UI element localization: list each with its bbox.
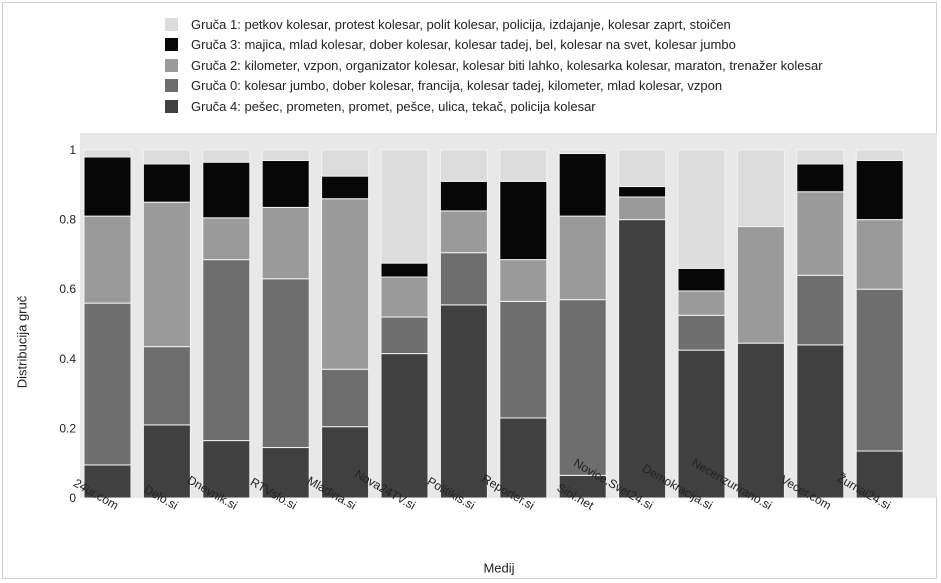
y-tick-label: 0.2 xyxy=(59,421,76,435)
bar-segment xyxy=(83,156,132,217)
legend-item: Gruča 3: majica, mlad kolesar, dober kol… xyxy=(165,35,823,56)
bar-segment xyxy=(677,290,726,316)
bar-segment xyxy=(677,314,726,351)
bar-segment xyxy=(261,206,310,280)
legend-item: Gruča 1: petkov kolesar, protest kolesar… xyxy=(165,14,823,35)
y-tick-label: 0.8 xyxy=(59,213,76,227)
y-tick-label: 0.6 xyxy=(59,282,76,296)
bar-segment xyxy=(202,259,251,442)
legend: Gruča 1: petkov kolesar, protest kolesar… xyxy=(165,14,823,117)
legend-swatch xyxy=(165,79,178,93)
legend-label: Gruča 3: majica, mlad kolesar, dober kol… xyxy=(191,37,736,53)
bar-segment xyxy=(202,149,251,163)
bar-segment xyxy=(380,149,429,264)
legend-label: Gruča 4: pešec, prometen, promet, pešce,… xyxy=(191,98,596,114)
bar-segment xyxy=(321,426,370,499)
x-axis-label: Medij xyxy=(483,560,515,576)
y-tick-label: 0.4 xyxy=(59,352,76,366)
legend-label: Gruča 2: kilometer, vzpon, organizator k… xyxy=(191,57,823,73)
bar-segment xyxy=(796,344,845,499)
legend-swatch xyxy=(165,58,178,72)
bar-segment xyxy=(321,368,370,428)
bar-segment xyxy=(499,259,548,302)
bar-segment xyxy=(855,219,904,290)
legend-swatch xyxy=(165,99,178,113)
legend-item: Gruča 4: pešec, prometen, promet, pešce,… xyxy=(165,96,823,117)
bar-segment xyxy=(796,191,845,276)
legend-item: Gruča 2: kilometer, vzpon, organizator k… xyxy=(165,55,823,76)
bar-segment xyxy=(677,149,726,269)
bar-segment xyxy=(618,186,667,198)
bar-segment xyxy=(558,149,607,154)
bar-segment xyxy=(618,196,667,221)
bar-segment xyxy=(142,163,191,203)
bar-segment xyxy=(142,149,191,165)
bar-segment xyxy=(618,219,667,499)
bar-segment xyxy=(380,262,429,278)
bar-segment xyxy=(202,217,251,261)
bar-segment xyxy=(380,316,429,355)
bar-segment xyxy=(796,163,845,193)
bar-segment xyxy=(439,210,488,254)
bar-segment xyxy=(261,278,310,449)
bar-segment xyxy=(736,342,785,499)
y-axis-label: Distribucija gruč xyxy=(14,295,30,389)
bar-segment xyxy=(261,159,310,208)
bar-segment xyxy=(796,149,845,165)
bar-segment xyxy=(558,215,607,301)
bar-segment xyxy=(618,149,667,188)
bar-segment xyxy=(261,149,310,161)
bar-segment xyxy=(439,149,488,182)
bar-segment xyxy=(499,417,548,499)
y-tick-label: 0 xyxy=(69,491,76,505)
bar-segment xyxy=(321,175,370,200)
bar-segment xyxy=(499,149,548,182)
bar-segment xyxy=(677,267,726,292)
bar-segment xyxy=(855,288,904,452)
bar-segment xyxy=(202,440,251,499)
bar-segment xyxy=(142,346,191,426)
legend-swatch xyxy=(165,17,178,31)
bar-segment xyxy=(796,274,845,346)
bar-segment xyxy=(83,215,132,304)
bar-segment xyxy=(736,149,785,228)
legend-label: Gruča 0: kolesar jumbo, dober kolesar, f… xyxy=(191,78,723,94)
bar-segment xyxy=(380,353,429,499)
bar-segment xyxy=(439,304,488,499)
bar-segment xyxy=(83,302,132,466)
bar-segment xyxy=(321,198,370,370)
bar-segment xyxy=(321,149,370,177)
bar-segment xyxy=(439,180,488,212)
bar-segment xyxy=(142,424,191,499)
bar-segment xyxy=(558,299,607,476)
bar-segment xyxy=(380,276,429,318)
bar-segment xyxy=(499,300,548,419)
bar-segment xyxy=(677,349,726,499)
bar-segment xyxy=(83,149,132,158)
bar-segment xyxy=(855,149,904,161)
bar-segment xyxy=(202,161,251,219)
legend-item: Gruča 0: kolesar jumbo, dober kolesar, f… xyxy=(165,76,823,97)
bar-segment xyxy=(855,450,904,499)
bar-segment xyxy=(736,226,785,344)
bar-segment xyxy=(558,152,607,217)
bar-segment xyxy=(855,159,904,221)
bar-segment xyxy=(439,252,488,306)
bar-segment xyxy=(499,180,548,261)
legend-label: Gruča 1: petkov kolesar, protest kolesar… xyxy=(191,16,731,32)
y-tick-label: 1 xyxy=(69,143,76,157)
legend-swatch xyxy=(165,38,178,52)
bar-segment xyxy=(142,201,191,348)
